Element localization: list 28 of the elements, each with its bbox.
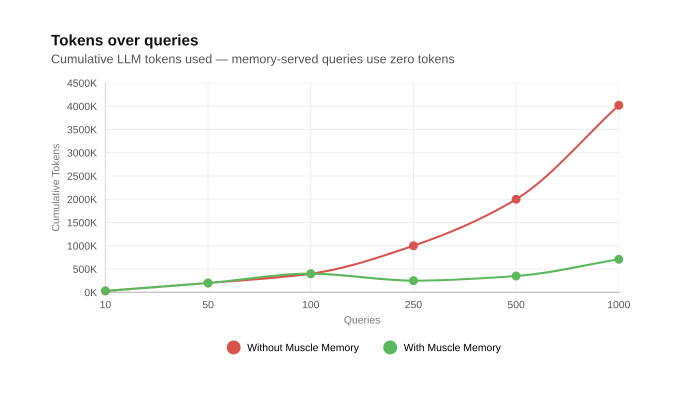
legend-label: With Muscle Memory <box>404 344 501 354</box>
point <box>512 272 521 281</box>
x-axis-title: Queries <box>344 316 380 326</box>
x-tick-label: 250 <box>405 300 422 308</box>
y-tick-label: 2500K <box>67 172 97 180</box>
point <box>614 100 624 110</box>
y-tick-label: 4500K <box>67 79 97 87</box>
y-tick-label: 1500K <box>68 219 97 226</box>
x-tick-label: 1000 <box>608 300 630 308</box>
legend-label: Without Muscle Memory <box>247 344 359 354</box>
y-tick-label: 4000K <box>67 102 97 110</box>
x-tick-label: 100 <box>302 300 320 308</box>
point <box>408 241 418 250</box>
y-tick-label: 500K <box>73 266 97 273</box>
point <box>512 194 521 204</box>
point <box>614 254 624 264</box>
chart-title: Tokens over queries <box>51 34 198 49</box>
y-tick-label: 3500K <box>67 126 97 134</box>
x-tick-label: 10 <box>100 300 111 308</box>
y-tick-label: 0K <box>84 288 97 296</box>
x-tick-label: 50 <box>202 300 214 308</box>
y-tick-label: 3000K <box>67 149 97 157</box>
y-tick-label: 2000K <box>67 196 97 204</box>
chart-subtitle: Cumulative LLM tokens used — memory-served queries use zero tokens <box>52 54 454 66</box>
y-tick-label: 1000K <box>68 242 97 250</box>
y-axis-title: Cumulative Tokens <box>52 144 60 231</box>
point <box>408 276 418 286</box>
x-tick-label: 500 <box>508 300 524 308</box>
